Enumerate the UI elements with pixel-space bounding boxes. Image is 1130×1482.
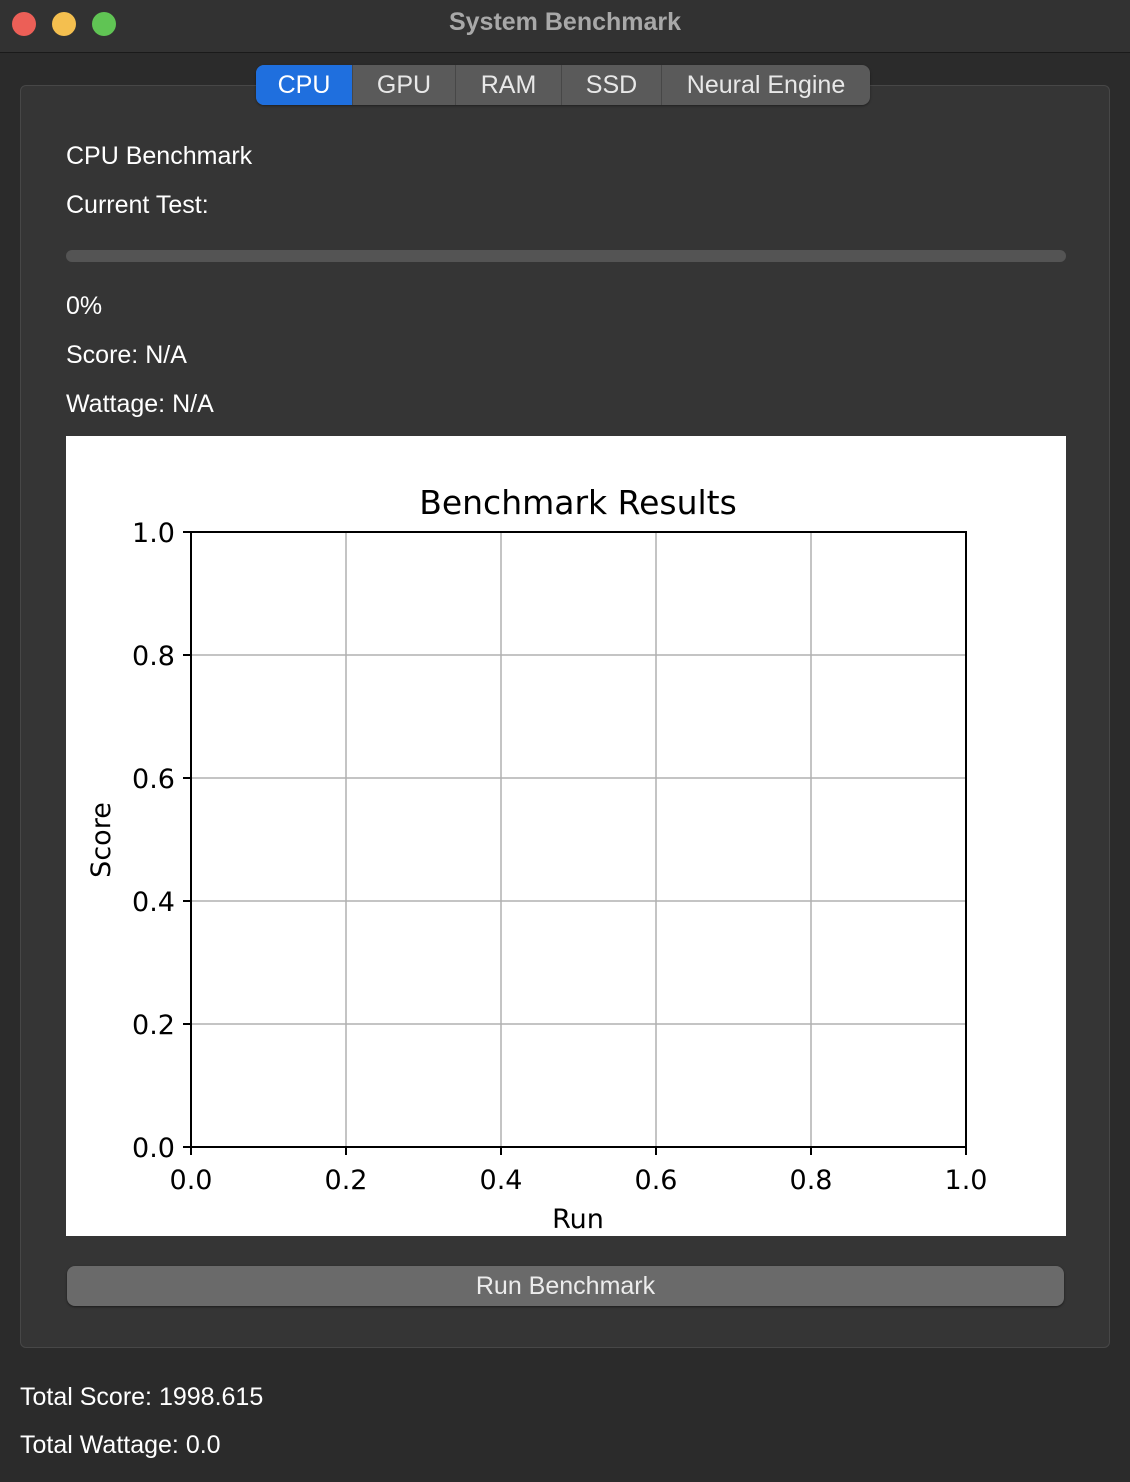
title-bar: System Benchmark [0, 0, 1130, 53]
score-label: Score: N/A [66, 341, 187, 369]
x-tick-label: 0.8 [790, 1165, 833, 1196]
x-tick-label: 0.0 [170, 1165, 213, 1196]
x-tick-label: 1.0 [945, 1165, 988, 1196]
progress-bar [66, 250, 1066, 262]
total-score-label: Total Score: 1998.615 [20, 1383, 264, 1411]
x-axis-label: Run [552, 1204, 604, 1235]
wattage-label: Wattage: N/A [66, 390, 214, 418]
maximize-window-button[interactable] [92, 12, 116, 36]
tab-gpu[interactable]: GPU [352, 65, 455, 105]
close-window-button[interactable] [12, 12, 36, 36]
total-wattage-label: Total Wattage: 0.0 [20, 1431, 221, 1459]
y-tick-label: 1.0 [132, 518, 175, 549]
tab-bar: CPU GPU RAM SSD Neural Engine [256, 65, 870, 105]
tab-ssd[interactable]: SSD [561, 65, 661, 105]
y-tick-label: 0.2 [132, 1010, 175, 1041]
progress-percent-label: 0% [66, 292, 103, 320]
x-tick-label: 0.6 [635, 1165, 678, 1196]
y-tick-label: 0.4 [132, 887, 175, 918]
window-title: System Benchmark [448, 8, 682, 36]
chart-title: Benchmark Results [419, 483, 737, 522]
chart-canvas: 0.0 0.2 0.4 0.6 0.8 1.0 0.0 0.2 0.4 0.6 0.8 1.0 Ben… [86, 483, 988, 1235]
y-tick-label: 0.0 [132, 1133, 175, 1164]
minimize-window-button[interactable] [52, 12, 76, 36]
benchmark-results-chart: 0.0 0.2 0.4 0.6 0.8 1.0 0.0 0.2 0.4 0.6 0.8 1.0 Ben… [66, 436, 1066, 1236]
current-test-label: Current Test: [66, 191, 209, 219]
plot-frame [190, 531, 967, 1148]
tab-ram[interactable]: RAM [455, 65, 561, 105]
y-tick-label: 0.6 [132, 764, 175, 795]
run-benchmark-button[interactable]: Run Benchmark [67, 1266, 1064, 1306]
x-tick-label: 0.4 [480, 1165, 523, 1196]
tab-cpu[interactable]: CPU [256, 65, 352, 105]
tab-neural-engine[interactable]: Neural Engine [661, 65, 870, 105]
x-tick-label: 0.2 [325, 1165, 368, 1196]
y-tick-label: 0.8 [132, 641, 175, 672]
benchmark-heading: CPU Benchmark [66, 142, 253, 170]
y-axis-label: Score [86, 802, 117, 878]
